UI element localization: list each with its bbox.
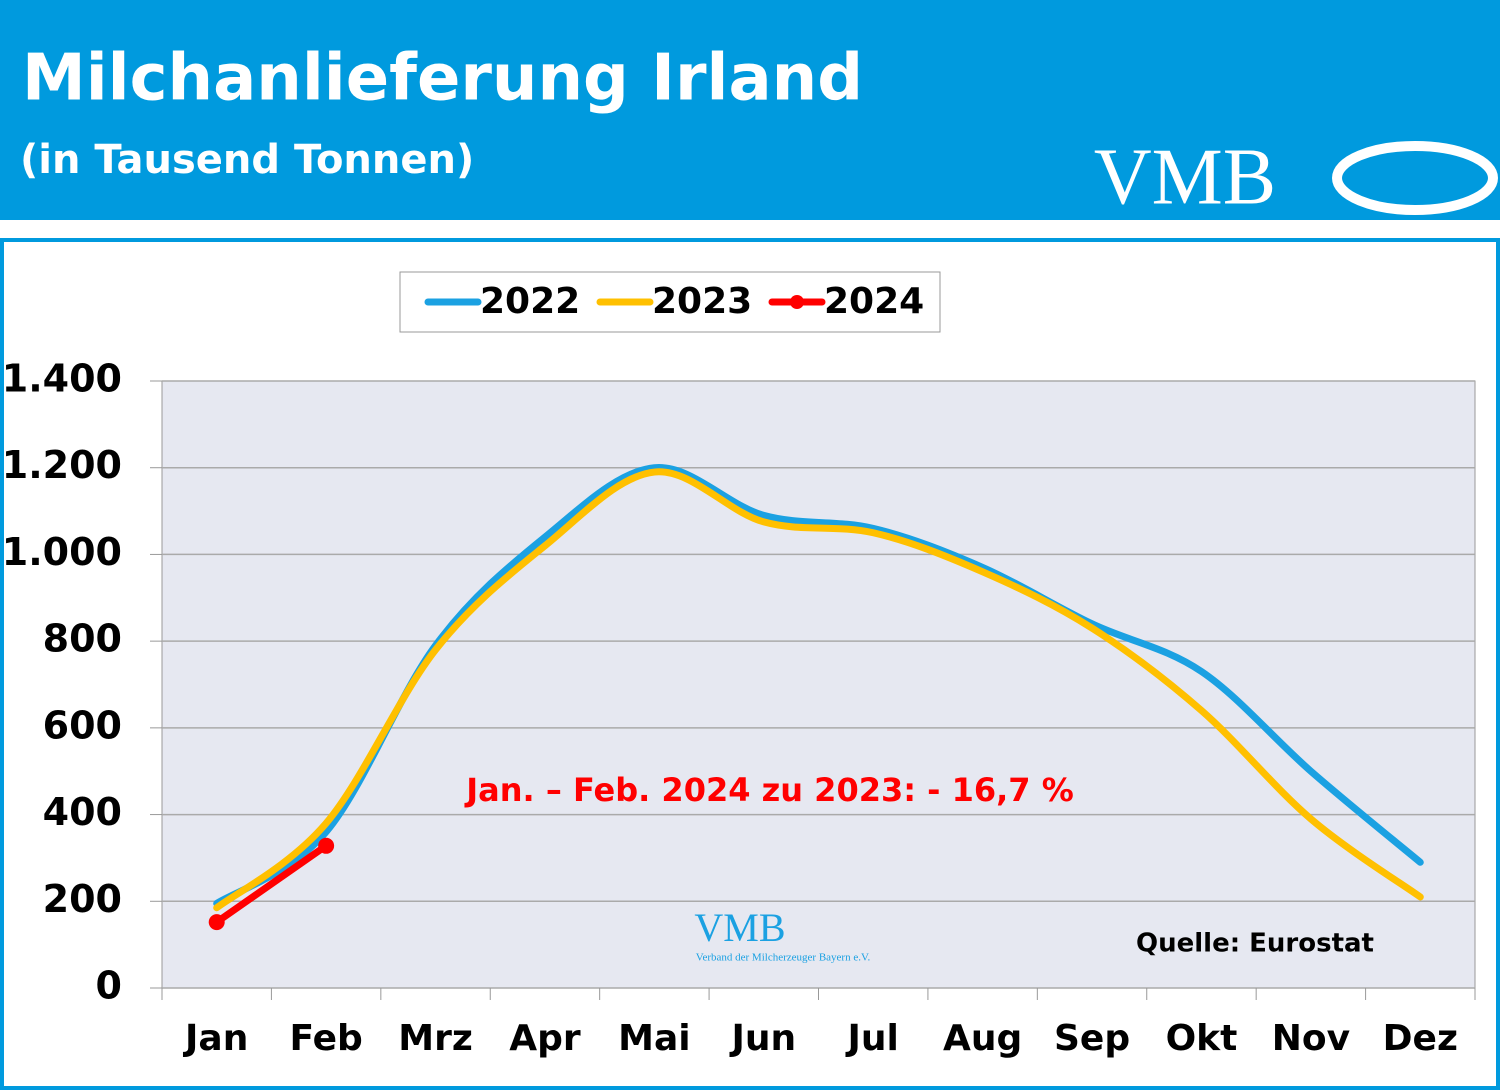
plot-area	[161, 380, 1476, 989]
legend-label: 2023	[652, 281, 752, 322]
y-tick-label: 1.000	[2, 530, 122, 574]
x-tick-label: Mrz	[398, 1018, 473, 1059]
series-line	[213, 468, 1424, 912]
legend-label: 2022	[480, 281, 580, 322]
series-line	[213, 842, 330, 926]
y-tick-label: 800	[43, 617, 122, 661]
series-marker	[318, 837, 335, 854]
header	[0, 0, 1500, 220]
y-tick-label: 1.200	[2, 443, 122, 487]
x-tick-label: Mai	[618, 1018, 690, 1059]
x-tick-label: Dez	[1383, 1018, 1458, 1059]
logo-swoosh	[1332, 141, 1498, 215]
legend	[399, 271, 941, 333]
y-tick-label: 600	[43, 703, 122, 747]
logo: VMB	[1094, 133, 1276, 221]
series-marker	[208, 914, 225, 931]
y-tick-label: 0	[96, 964, 122, 1008]
y-tick-label: 400	[43, 790, 122, 834]
watermark-subtitle: Verband der Milcherzeuger Bayern e.V.	[696, 952, 871, 964]
watermark-logo: VMB	[694, 905, 785, 950]
y-tick-label: 200	[43, 877, 122, 921]
x-tick-label: Jan	[182, 1018, 248, 1059]
x-tick-label: Apr	[509, 1018, 581, 1059]
chart-title: Milchanlieferung Irland	[22, 42, 863, 116]
y-tick-label: 1.400	[2, 357, 122, 401]
chart-subtitle: (in Tausend Tonnen)	[20, 137, 474, 183]
x-tick-label: Jun	[728, 1018, 796, 1059]
x-tick-label: Aug	[943, 1018, 1022, 1059]
annotation: Jan. – Feb. 2024 zu 2023: - 16,7 %	[464, 771, 1074, 809]
x-tick-label: Sep	[1054, 1018, 1130, 1059]
x-tick-label: Feb	[289, 1018, 362, 1059]
legend-label: 2024	[824, 281, 924, 322]
x-tick-label: Jul	[845, 1018, 899, 1059]
x-tick-label: Nov	[1272, 1018, 1350, 1059]
legend-marker	[790, 295, 804, 309]
x-tick-label: Okt	[1166, 1018, 1238, 1059]
source: Quelle: Eurostat	[1136, 929, 1374, 959]
